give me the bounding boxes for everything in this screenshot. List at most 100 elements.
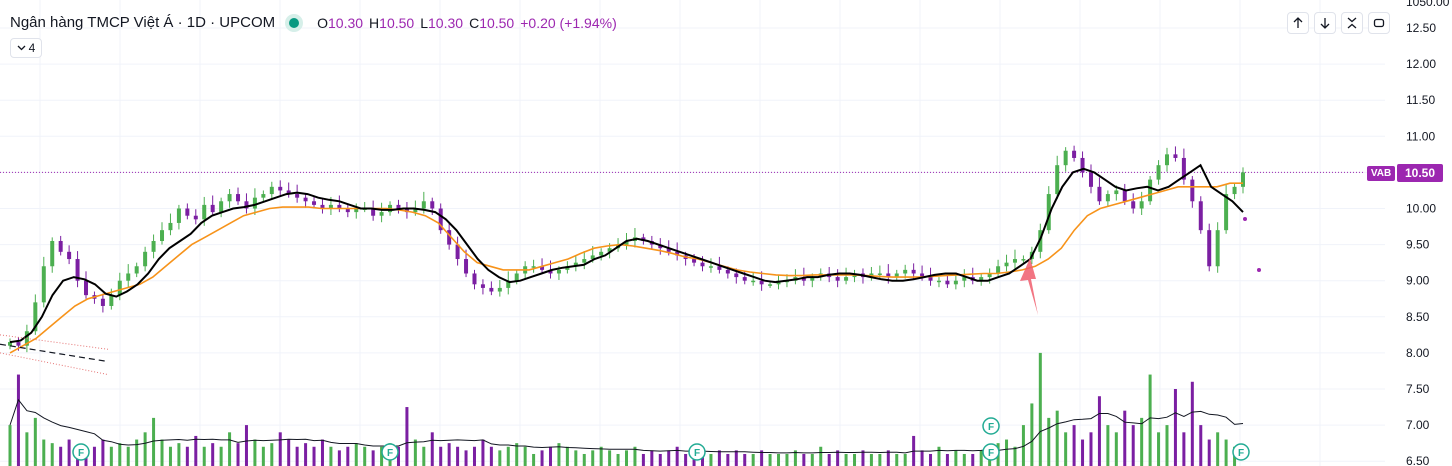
volume-bar [836,450,840,466]
volume-bar [515,443,519,466]
fullscreen-icon [1373,18,1385,28]
candle-body [514,273,519,281]
candle-body [109,295,114,306]
symbol-legend: Ngân hàng TMCP Việt Á · 1D · UPCOM O 10.3… [10,14,617,31]
volume-bar [1021,425,1025,466]
candle-body [675,251,680,256]
volume-bar [380,446,384,466]
candle-body [185,208,190,216]
volume-bar [861,450,865,466]
volume-bar [717,450,721,466]
volume-bar [675,446,679,466]
indicators-toggle-button[interactable]: 4 [10,38,42,58]
volume-bar [430,432,434,466]
candle-body [996,266,1001,274]
volume-bar [785,453,789,466]
volume-bar [1157,432,1161,466]
volume-bar [498,450,502,466]
volume-bar [1173,389,1177,466]
candle-body [193,215,198,220]
candle-body [751,280,756,283]
change-value: +0.20 (+1.94%) [520,14,617,31]
volume-bar [608,450,612,466]
forecast-point [1243,217,1247,221]
move-up-button[interactable] [1287,12,1309,34]
volume-bar [895,453,899,466]
volume-bar [1013,446,1017,466]
candle-body [303,197,308,202]
volume-bar [1148,374,1152,466]
candle-body [945,280,950,285]
volume-bar [1190,381,1194,466]
candle-body [413,208,418,213]
volume-bar [422,446,426,466]
candle-body [1148,179,1153,202]
volume-bar [228,432,232,466]
volume-bar [489,446,493,466]
candle-body [438,208,443,231]
earnings-marker-glyph: F [387,448,393,459]
volume-bar [962,453,966,466]
volume-bar [253,439,257,466]
volume-bar [92,446,96,466]
candle-body [1004,262,1009,267]
candle-body [962,277,967,281]
volume-bar [532,453,536,466]
volume-bar [1114,432,1118,466]
candle-body [556,269,561,274]
candle-body [286,190,291,195]
volume-bars [8,352,1244,466]
candle-body [1190,179,1195,202]
volume-bar [346,446,350,466]
candle-body [531,266,536,268]
candle-body [269,186,274,195]
arrow-annotation [1020,258,1038,315]
volume-bar [726,453,730,466]
candle-body [1012,259,1017,263]
candle-body [202,204,207,220]
arrow-down-icon [1320,18,1330,29]
volume-bar [270,443,274,466]
candle-body [1114,190,1119,195]
price-tick-label: 9.50 [1406,238,1430,252]
candle-body [1122,190,1127,202]
candle-body [1055,165,1060,195]
volume-bar [599,446,603,466]
candle-body [920,273,925,278]
candle-body [227,194,232,202]
earnings-marker-icon [72,443,90,461]
arrow-up-icon [1293,17,1303,28]
volume-average-line [9,398,1244,454]
price-tick-label: 7.50 [1406,382,1430,396]
candle-body [911,269,916,274]
volume-bar [1140,417,1144,466]
volume-bar [185,446,189,466]
symbol-title[interactable]: Ngân hàng TMCP Việt Á · 1D · UPCOM [10,14,276,31]
candle-body [1131,201,1136,209]
trend-channel-upper [0,334,109,350]
volume-bar [971,453,975,466]
volume-bar [734,450,738,466]
move-down-button[interactable] [1314,12,1336,34]
volume-bar [202,446,206,466]
candle-body [1063,150,1068,166]
trend-channel-lower [0,352,109,376]
high-label: H [369,14,380,31]
candle-body [75,259,80,281]
close-label: C [469,14,480,31]
candle-body [1097,186,1102,202]
earnings-marker-icon [982,443,1000,461]
collapse-pane-button[interactable] [1341,12,1363,34]
earnings-marker-icon [1232,443,1250,461]
volume-bar [777,453,781,466]
maximize-pane-button[interactable] [1368,12,1390,34]
volume-bar [878,453,882,466]
candle-body [810,277,815,281]
price-tick-label: 9.00 [1406,274,1430,288]
candle-body [886,273,891,278]
candle-body [354,208,359,213]
volume-bar [793,450,797,466]
volume-bar [760,450,764,466]
earnings-marker-glyph: F [988,448,994,459]
